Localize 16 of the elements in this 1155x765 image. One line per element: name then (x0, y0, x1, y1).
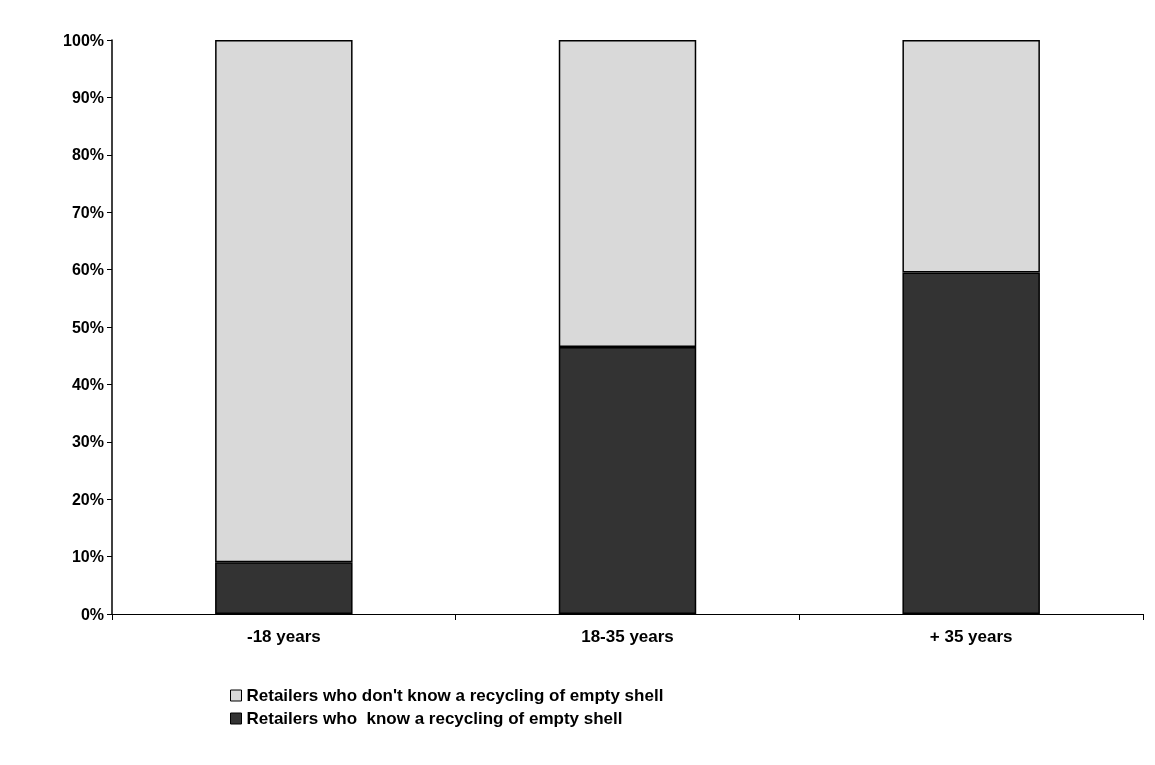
y-tick-label: 40% (71, 375, 104, 393)
y-tick-label: 70% (71, 203, 104, 221)
y-tick-label: 50% (71, 318, 104, 336)
y-tick-label: 80% (71, 146, 104, 164)
y-tick-label: 60% (71, 261, 104, 279)
x-tick-label: + 35 years (929, 627, 1013, 646)
y-tick-label: 100% (63, 31, 104, 49)
x-tick-label: -18 years (246, 627, 321, 646)
y-tick-label: 0% (80, 605, 104, 623)
y-tick-label: 20% (71, 490, 104, 508)
legend-label: Retailers who don't know a recycling of empty shell (246, 686, 664, 705)
x-tick-label: 18-35 years (581, 627, 674, 646)
y-tick-label: 10% (71, 548, 104, 566)
legend-label: Retailers who know a recycling of empty shell (246, 709, 623, 728)
y-tick-label: 90% (71, 88, 104, 106)
y-tick-label: 30% (71, 433, 104, 451)
